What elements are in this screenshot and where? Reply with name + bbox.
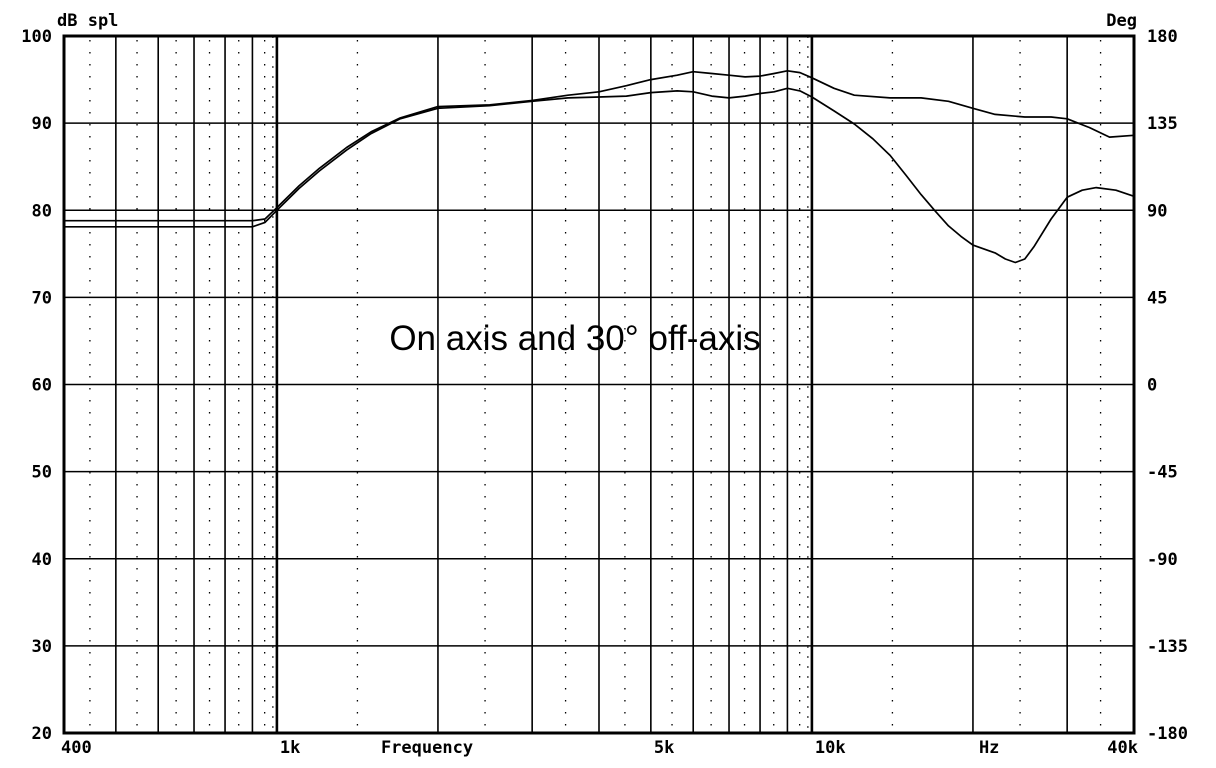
y-right-tick-label: -135 <box>1147 637 1188 657</box>
x-tick-label: 1k <box>280 738 300 758</box>
y-left-tick-label: 40 <box>32 550 52 570</box>
y-left-tick-label: 60 <box>32 376 52 396</box>
chart-annotation: On axis and 30° off-axis <box>389 319 760 358</box>
y-left-tick-label: 30 <box>32 637 52 657</box>
y-left-tick-label: 90 <box>32 114 52 134</box>
series-line-1 <box>64 69 1135 222</box>
y-right-tick-label: 90 <box>1147 201 1167 221</box>
y-right-tick-label: 135 <box>1147 114 1178 134</box>
plot-border <box>62 34 1136 735</box>
x-tick-label: 400 <box>61 738 92 758</box>
x-tick-label: 5k <box>654 738 674 758</box>
y-right-axis-title: Deg <box>1106 11 1137 31</box>
x-tick-label: 40k <box>1107 738 1138 758</box>
series-line-2 <box>64 87 1135 264</box>
y-left-tick-label: 80 <box>32 201 52 221</box>
y-left-tick-label: 50 <box>32 463 52 483</box>
x-axis-title: Frequency <box>381 738 473 758</box>
y-right-tick-label: 45 <box>1147 288 1167 308</box>
x-tick-label: 10k <box>815 738 846 758</box>
y-left-tick-label: 100 <box>21 27 52 47</box>
y-right-tick-label: -90 <box>1147 550 1178 570</box>
y-left-axis-title: dB spl <box>57 11 118 31</box>
y-right-tick-label: -180 <box>1147 724 1188 744</box>
y-right-tick-label: -45 <box>1147 463 1178 483</box>
y-left-tick-label: 20 <box>32 724 52 744</box>
y-right-tick-label: 0 <box>1147 376 1157 396</box>
y-right-tick-label: 180 <box>1147 27 1178 47</box>
y-left-tick-label: 70 <box>32 288 52 308</box>
x-unit-label: Hz <box>979 738 999 758</box>
